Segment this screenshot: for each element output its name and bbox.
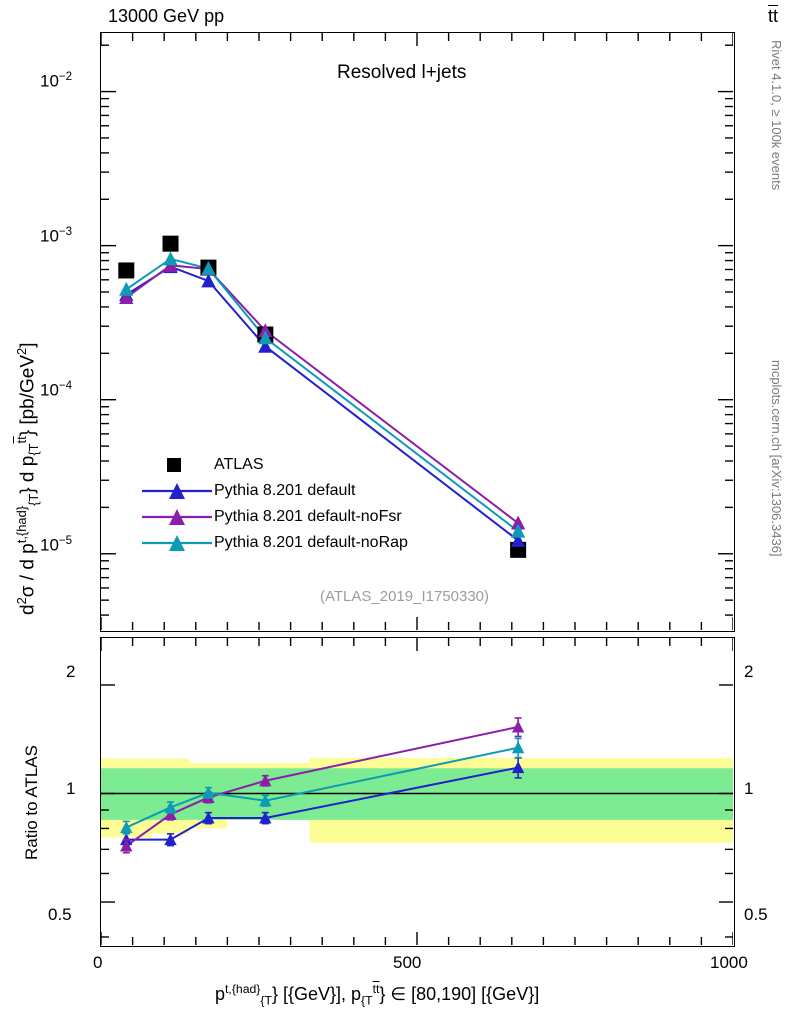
xtick-500: 500 (393, 953, 422, 972)
ratio-plot-canvas (101, 638, 733, 945)
legend-marker-triangle-norap (142, 535, 212, 551)
main-ytick-3: 10−4 (40, 380, 73, 400)
x-axis-label: pt,{had}{T} [{GeV}], p{Ttt} ∈ [80,190] [… (215, 982, 540, 1008)
legend-label-atlas: ATLAS (214, 456, 264, 473)
main-plot-canvas (101, 33, 733, 630)
header-right: tt (768, 6, 778, 27)
dataset-watermark: (ATLAS_2019_I1750330) (320, 588, 490, 605)
ratio-ytick-2-left: 2 (66, 662, 76, 681)
ratio-ytick-1-right: 1 (744, 779, 754, 798)
ratio-ytick-05-left: 0.5 (48, 905, 72, 924)
ratio-ytick-1-left: 1 (66, 779, 76, 798)
legend-label-norap: Pythia 8.201 default-noRap (214, 534, 408, 551)
legend-item-nofsr[interactable]: Pythia 8.201 default-noFsr (140, 504, 408, 530)
side-note-rivet: Rivet 4.1.0, ≥ 100k events (769, 40, 784, 191)
legend-label-default: Pythia 8.201 default (214, 482, 356, 499)
legend-item-default[interactable]: Pythia 8.201 default (140, 478, 408, 504)
legend-marker-triangle-nofsr (142, 509, 212, 525)
legend-item-atlas[interactable]: ATLAS (140, 452, 408, 478)
legend-label-nofsr: Pythia 8.201 default-noFsr (214, 508, 402, 525)
legend-item-norap[interactable]: Pythia 8.201 default-noRap (140, 530, 408, 556)
main-plot-panel (100, 32, 735, 632)
ratio-ytick-05-right: 0.5 (744, 905, 768, 924)
legend-marker-triangle-default (142, 483, 212, 499)
main-ytick-4: 10−5 (40, 535, 73, 555)
header-right-ttbar: tt (767, 6, 778, 26)
main-ytick-2: 10−3 (40, 226, 73, 246)
header-left: 13000 GeV pp (108, 6, 225, 26)
legend-marker-square (167, 458, 181, 472)
panel-title: Resolved l+jets (337, 62, 467, 83)
ratio-plot-panel (100, 637, 735, 947)
main-ytick-1: 10−2 (40, 71, 73, 91)
ratio-ytick-2-right: 2 (744, 662, 754, 681)
xtick-0: 0 (93, 953, 103, 972)
side-note-mcplots: mcplots.cern.ch [arXiv:1306.3436] (769, 360, 784, 557)
legend: ATLAS Pythia 8.201 default Pythia 8.201 … (140, 452, 408, 556)
xtick-1000: 1000 (710, 953, 748, 972)
